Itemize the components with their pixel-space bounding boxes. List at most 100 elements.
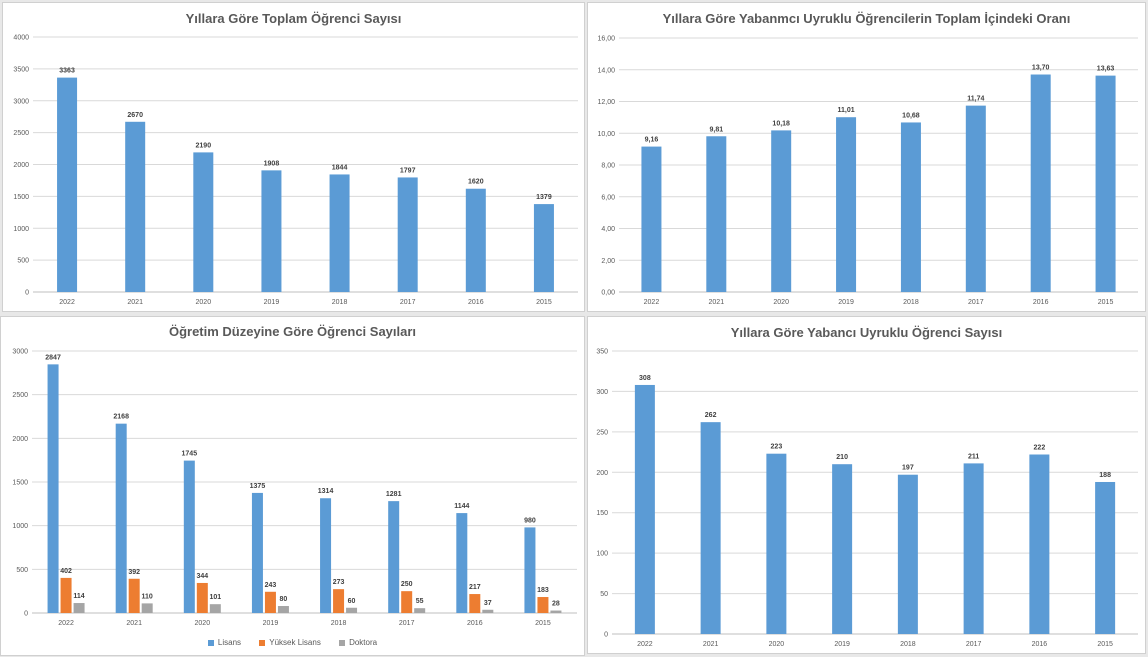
legend-swatch <box>339 639 346 646</box>
y-tick-label: 0,00 <box>601 290 615 297</box>
data-label: 2847 <box>45 354 61 361</box>
bar <box>465 188 486 292</box>
data-label: 1620 <box>468 179 484 186</box>
data-label: 1908 <box>264 160 280 167</box>
bar <box>60 577 72 613</box>
y-tick-label: 12,00 <box>597 99 615 106</box>
chart-plot: 0,00 2,00 4,00 6,00 8,00 10,00 12,00 14,00 16,00… <box>597 36 1138 306</box>
x-tick-label: 2016 <box>1032 641 1048 648</box>
chart-title: Yıllara Göre Toplam Öğrenci Sayısı <box>185 11 402 26</box>
data-label: 110 <box>142 593 153 600</box>
data-label: 1375 <box>250 483 266 490</box>
bar <box>963 463 984 634</box>
bar <box>193 152 214 292</box>
chart-by-education-level: Öğretim Düzeyine Göre Öğrenci Sayıları 0… <box>0 316 585 656</box>
bar <box>115 423 127 613</box>
y-tick-label: 1000 <box>12 523 28 530</box>
y-tick-label: 200 <box>596 470 608 477</box>
bar <box>1095 481 1116 634</box>
legend-swatch <box>207 639 214 646</box>
x-tick-label: 2021 <box>709 299 725 306</box>
data-label: 1844 <box>332 164 348 171</box>
data-label: 243 <box>265 582 277 589</box>
x-tick-label: 2019 <box>834 641 850 648</box>
x-tick-label: 2022 <box>59 299 75 306</box>
x-tick-label: 2016 <box>467 620 483 627</box>
x-tick-label: 2018 <box>331 620 347 627</box>
data-label: 114 <box>73 593 84 600</box>
bar <box>537 597 549 613</box>
data-label: 344 <box>196 573 208 580</box>
x-tick-label: 2019 <box>838 299 854 306</box>
bar <box>346 607 358 613</box>
data-label: 262 <box>705 412 717 419</box>
x-tick-label: 2017 <box>400 299 416 306</box>
bar <box>128 578 140 613</box>
x-tick-label: 2019 <box>263 620 279 627</box>
data-label: 3363 <box>59 68 75 75</box>
x-tick-label: 2017 <box>399 620 415 627</box>
data-label: 217 <box>469 584 481 591</box>
chart-legend: Lisans Yüksek Lisans Doktora <box>1 638 584 647</box>
chart-title: Yıllara Göre Yabancı Uyruklu Öğrenci Say… <box>730 325 1003 340</box>
data-label: 392 <box>128 569 140 576</box>
data-label: 1379 <box>536 194 552 201</box>
data-label: 55 <box>416 598 424 605</box>
data-label: 13,70 <box>1032 65 1050 72</box>
bar <box>57 77 78 292</box>
legend-swatch <box>259 639 266 646</box>
data-label: 183 <box>537 587 549 594</box>
bar <box>900 122 921 292</box>
y-tick-label: 0 <box>25 290 29 297</box>
data-label: 210 <box>836 454 848 461</box>
y-tick-label: 500 <box>16 567 28 574</box>
data-label: 197 <box>902 465 914 472</box>
bar <box>641 146 662 292</box>
y-tick-label: 1500 <box>13 194 29 201</box>
bar <box>397 177 418 292</box>
x-tick-label: 2022 <box>58 620 74 627</box>
x-tick-label: 2017 <box>966 641 982 648</box>
bar <box>264 591 276 613</box>
data-label: 1281 <box>386 491 402 498</box>
bar <box>706 136 727 292</box>
x-tick-label: 2020 <box>196 299 212 306</box>
bar <box>832 464 853 634</box>
y-tick-label: 4000 <box>13 35 29 42</box>
bar <box>47 364 59 613</box>
data-label: 9,16 <box>645 137 659 144</box>
y-tick-label: 2,00 <box>601 258 615 265</box>
legend-label: Lisans <box>217 638 242 647</box>
y-tick-label: 3000 <box>12 349 28 356</box>
y-tick-label: 0 <box>604 632 608 639</box>
chart-foreign-students: Yıllara Göre Yabancı Uyruklu Öğrenci Say… <box>587 316 1146 654</box>
data-label: 222 <box>1034 444 1046 451</box>
x-tick-label: 2017 <box>968 299 984 306</box>
data-label: 2190 <box>196 142 212 149</box>
data-label: 308 <box>639 375 651 382</box>
y-tick-label: 100 <box>596 551 608 558</box>
legend-label: Yüksek Lisans <box>269 638 321 647</box>
data-label: 2670 <box>127 112 143 119</box>
data-label: 2168 <box>113 414 129 421</box>
data-label: 980 <box>524 517 536 524</box>
data-label: 11,74 <box>967 96 984 103</box>
bar <box>533 204 554 292</box>
data-label: 1144 <box>454 503 469 510</box>
bar <box>388 501 400 613</box>
bar <box>73 603 85 613</box>
bar <box>456 513 468 613</box>
x-tick-label: 2020 <box>769 641 785 648</box>
x-tick-label: 2015 <box>1098 299 1114 306</box>
data-label: 101 <box>209 594 221 601</box>
legend-item-doktora: Doktora <box>339 638 377 647</box>
y-tick-label: 0 <box>24 611 28 618</box>
data-label: 28 <box>552 601 560 608</box>
bar <box>482 609 494 613</box>
bar <box>320 498 332 613</box>
bar <box>329 174 350 292</box>
bar <box>401 591 413 613</box>
y-tick-label: 16,00 <box>597 36 615 43</box>
bar <box>550 610 562 613</box>
bar <box>700 422 721 634</box>
